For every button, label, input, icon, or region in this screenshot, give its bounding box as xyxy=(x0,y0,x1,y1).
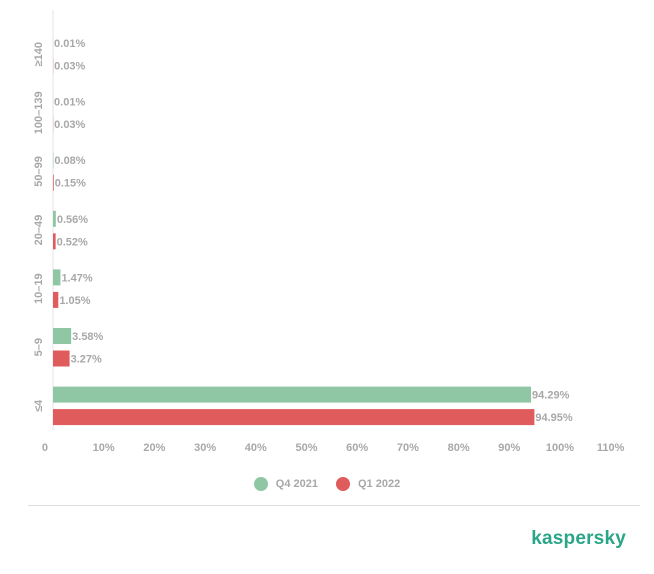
category-label-0: ≥140 xyxy=(33,42,45,66)
bar-0-4 xyxy=(53,269,61,286)
x-tick-8: 80% xyxy=(448,442,470,454)
category-label-1: 100–139 xyxy=(33,91,45,134)
data-label-1-4: 1.05% xyxy=(59,295,90,307)
data-label-0-1: 0.01% xyxy=(54,97,85,109)
data-label-0-0: 0.01% xyxy=(54,38,85,50)
bar-1-3 xyxy=(53,233,56,250)
legend: Q4 2021 Q1 2022 xyxy=(0,477,654,491)
data-label-1-1: 0.03% xyxy=(54,119,85,131)
x-tick-5: 50% xyxy=(295,442,317,454)
x-tick-9: 90% xyxy=(498,442,520,454)
bar-0-3 xyxy=(53,210,56,227)
data-label-1-5: 3.27% xyxy=(71,354,102,366)
category-label-6: ≤4 xyxy=(33,399,45,412)
bar-1-4 xyxy=(53,291,59,308)
data-label-0-3: 0.56% xyxy=(57,214,88,226)
x-tick-1: 10% xyxy=(93,442,115,454)
x-tick-7: 70% xyxy=(397,442,419,454)
data-label-0-2: 0.08% xyxy=(54,155,85,167)
category-label-3: 20–49 xyxy=(33,215,45,246)
category-label-2: 50–99 xyxy=(33,156,45,187)
bar-chart: 0.01% 0.03% ≥140 0.01% 0.03% 100–139 0.08% 0.15… xyxy=(33,10,625,454)
category-label-5: 5–9 xyxy=(33,338,45,356)
data-label-1-6: 94.95% xyxy=(535,412,573,424)
legend-swatch-q4-2021 xyxy=(253,477,268,491)
x-tick-10: 100% xyxy=(546,442,574,454)
bar-1-5 xyxy=(53,350,70,367)
x-tick-6: 60% xyxy=(346,442,368,454)
data-label-0-4: 1.47% xyxy=(61,272,92,284)
bar-0-5 xyxy=(53,328,72,344)
legend-label-q4-2021: Q4 2021 xyxy=(275,478,318,490)
x-tick-2: 20% xyxy=(143,442,165,454)
x-tick-3: 30% xyxy=(194,442,216,454)
x-tick-11: 110% xyxy=(597,442,625,454)
data-label-0-6: 94.29% xyxy=(532,390,570,402)
category-label-4: 10–19 xyxy=(33,273,45,304)
legend-label-q1-2022: Q1 2022 xyxy=(358,478,401,490)
data-label-1-3: 0.52% xyxy=(57,236,88,248)
data-label-0-5: 3.58% xyxy=(72,331,103,343)
kaspersky-logo: kaspersky xyxy=(531,528,626,549)
legend-item-q4-2021[interactable]: Q4 2021 xyxy=(253,477,318,491)
data-label-1-2: 0.15% xyxy=(55,178,86,190)
data-label-1-0: 0.03% xyxy=(54,61,85,73)
legend-swatch-q1-2022 xyxy=(336,477,350,491)
bar-0-6 xyxy=(53,386,532,403)
x-tick-0: 0 xyxy=(42,442,48,454)
bar-1-2 xyxy=(53,174,54,191)
legend-item-q1-2022[interactable]: Q1 2022 xyxy=(336,477,400,491)
divider xyxy=(28,505,640,506)
bar-1-6 xyxy=(53,409,535,426)
x-tick-4: 40% xyxy=(245,442,267,454)
